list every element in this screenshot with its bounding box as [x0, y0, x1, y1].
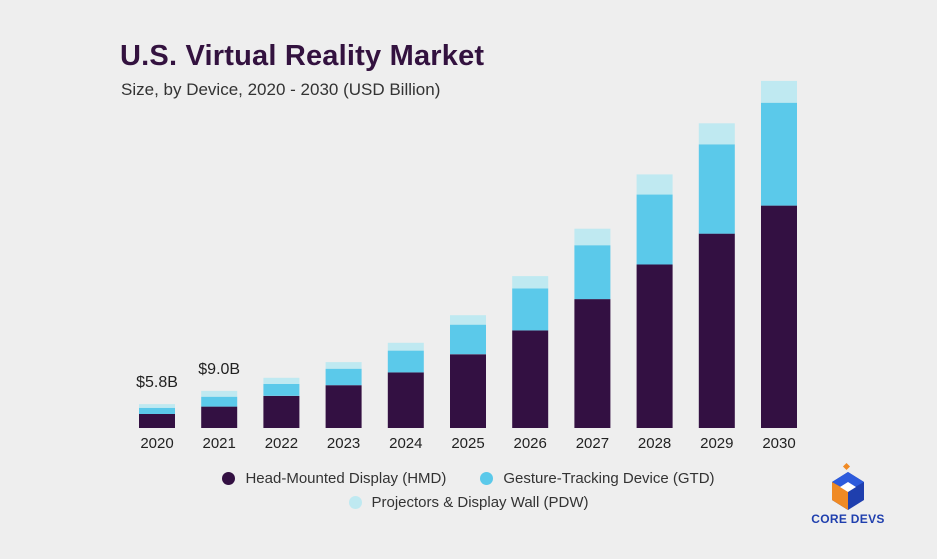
bar-segment-pdw-2030 [761, 80, 797, 103]
bar-segment-pdw-2020 [139, 404, 175, 408]
x-tick-label-2020: 2020 [140, 435, 173, 452]
bar-segment-hmd-2022 [263, 395, 300, 428]
bar-segment-hmd-2027 [574, 299, 611, 428]
core-devs-logo-icon [832, 462, 864, 510]
legend-swatch-hmd [222, 471, 236, 485]
chart-subtitle: Size, by Device, 2020 - 2030 (USD Billio… [121, 80, 441, 99]
bar-segment-gtd-2025 [450, 324, 486, 355]
data-label-2020: $5.8B [136, 374, 178, 391]
x-tick-label-2028: 2028 [638, 435, 671, 452]
x-tick-label-2030: 2030 [762, 435, 795, 452]
x-tick-label-2025: 2025 [451, 435, 484, 452]
bar-segment-hmd-2029 [698, 233, 735, 428]
bar-segment-hmd-2028 [636, 264, 673, 428]
bar-segment-hmd-2023 [325, 385, 362, 428]
x-tick-label-2022: 2022 [265, 435, 298, 452]
x-tick-label-2021: 2021 [203, 435, 236, 452]
bar-segment-gtd-2027 [574, 245, 611, 300]
core-devs-logo: CORE DEVS [808, 462, 888, 530]
legend-swatch-pdw [348, 495, 362, 509]
legend-label-hmd: Head-Mounted Display (HMD) [245, 469, 447, 487]
logo-text: CORE DEVS [811, 512, 885, 526]
data-label-2021: $9.0B [198, 361, 240, 378]
legend-item-gtd: Gesture-Tracking Device (GTD) [480, 469, 715, 487]
bar-segment-gtd-2023 [325, 368, 362, 386]
bar-segment-pdw-2029 [698, 123, 735, 145]
legend-swatch-gtd [480, 471, 494, 485]
legend-label-pdw: Projectors & Display Wall (PDW) [371, 493, 589, 511]
bar-segment-pdw-2024 [387, 342, 424, 351]
bar-segment-hmd-2030 [761, 205, 797, 428]
bar-segment-gtd-2021 [201, 396, 238, 407]
bar-segment-gtd-2030 [761, 102, 797, 206]
bars-group [139, 80, 797, 428]
bar-segment-hmd-2021 [201, 406, 238, 428]
bar-segment-gtd-2029 [698, 144, 735, 234]
bar-segment-gtd-2022 [263, 383, 300, 396]
bar-segment-pdw-2028 [636, 174, 673, 195]
bar-segment-gtd-2028 [636, 194, 673, 265]
legend-row-2: Projectors & Display Wall (PDW) [0, 490, 937, 514]
bar-segment-pdw-2023 [325, 362, 362, 369]
bar-segment-hmd-2020 [139, 414, 175, 428]
bar-segment-pdw-2027 [574, 228, 611, 246]
bar-segment-pdw-2021 [201, 390, 238, 397]
legend-item-pdw: Projectors & Display Wall (PDW) [348, 493, 589, 511]
bar-segment-gtd-2024 [387, 350, 424, 373]
legend-label-gtd: Gesture-Tracking Device (GTD) [503, 469, 715, 487]
x-tick-label-2023: 2023 [327, 435, 360, 452]
stacked-bar-chart: 2020 2021 2022 2023 2024 2025 2026 2027 2028 2029… [136, 80, 797, 452]
bar-segment-hmd-2025 [450, 354, 486, 428]
data-labels: $5.8B $9.0B [136, 361, 240, 391]
x-axis-ticks: 2020 2021 2022 2023 2024 2025 2026 2027 2028 2029… [140, 435, 795, 452]
bar-segment-gtd-2026 [512, 288, 549, 331]
bar-segment-hmd-2026 [512, 330, 549, 428]
bar-segment-hmd-2024 [387, 372, 424, 428]
legend-item-hmd: Head-Mounted Display (HMD) [222, 470, 446, 487]
bar-segment-pdw-2026 [512, 276, 549, 289]
x-tick-label-2029: 2029 [700, 435, 733, 452]
bar-segment-pdw-2025 [450, 315, 486, 325]
legend: Head-Mounted Display (HMD) Gesture-Track… [0, 466, 937, 514]
chart-title: U.S. Virtual Reality Market [120, 40, 485, 72]
x-tick-label-2027: 2027 [576, 435, 609, 452]
bar-segment-gtd-2020 [139, 407, 175, 414]
bar-segment-pdw-2022 [263, 377, 300, 384]
x-tick-label-2026: 2026 [514, 435, 547, 452]
x-tick-label-2024: 2024 [389, 435, 422, 452]
legend-row-1: Head-Mounted Display (HMD) Gesture-Track… [0, 466, 937, 490]
